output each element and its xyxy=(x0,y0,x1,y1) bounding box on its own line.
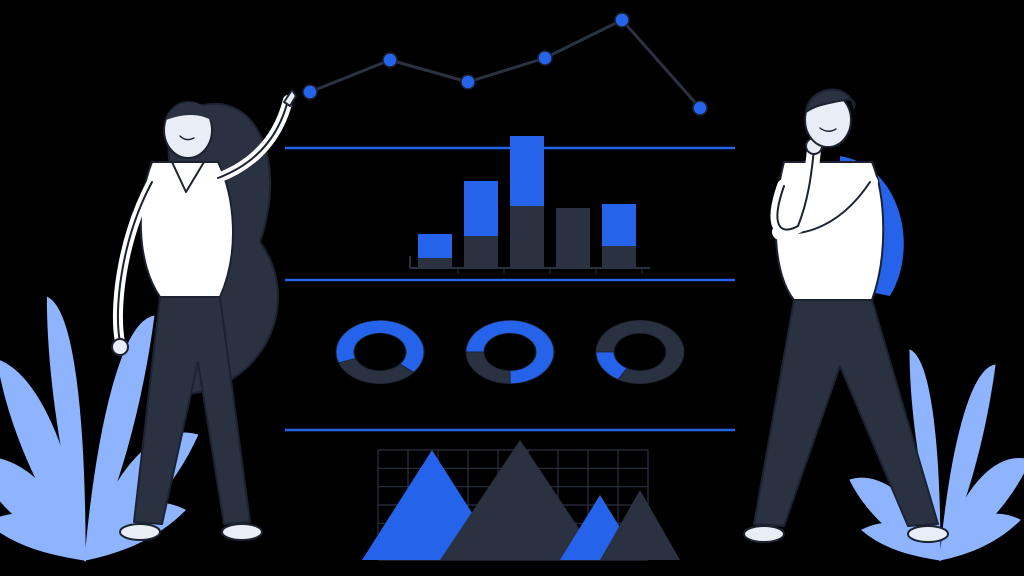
analytics-illustration xyxy=(0,0,1024,576)
bar-segment-bottom xyxy=(602,246,636,268)
bar-segment-top xyxy=(418,234,452,258)
line-chart-point xyxy=(383,53,397,67)
line-chart-point xyxy=(461,75,475,89)
bar-segment-top xyxy=(510,136,544,206)
bar-segment-top xyxy=(602,204,636,246)
bar-segment-bottom xyxy=(510,206,544,268)
line-chart-point xyxy=(303,85,317,99)
bar-segment-bottom xyxy=(556,208,590,268)
bar-segment-top xyxy=(464,181,498,236)
bar-segment-bottom xyxy=(418,258,452,268)
line-chart-point xyxy=(615,13,629,27)
line-chart-point xyxy=(693,101,707,115)
bar-segment-bottom xyxy=(464,236,498,268)
line-chart-point xyxy=(538,51,552,65)
